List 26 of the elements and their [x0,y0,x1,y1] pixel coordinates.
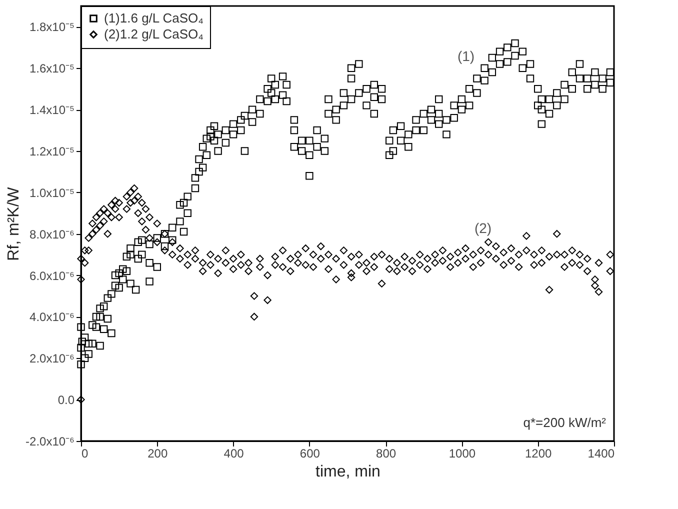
y-tick-label: 0.0 [58,393,75,408]
y-tick-label: 6.0x10⁻⁶ [30,268,75,283]
y-tick-label: 1.2x10⁻⁵ [29,144,75,158]
x-tick-label: 800 [376,446,396,460]
x-tick-label: 1200 [525,446,552,460]
y-tick-label: -2.0x10⁻⁶ [26,434,75,448]
x-tick-label: 200 [148,446,168,460]
x-tick-label: 400 [224,446,244,460]
y-tick-label: 1.4x10⁻⁵ [29,103,75,118]
annotation: (2) [474,220,492,236]
legend-label: (2)1.2 g/L CaSO₄ [104,26,204,42]
y-axis-title: Rf, m²K/W [6,186,23,261]
x-axis-title: time, min [316,464,380,480]
annotation: q*=200 kW/m² [523,415,607,430]
y-tick-label: 1.6x10⁻⁵ [29,62,75,76]
y-tick-label: 1.0x10⁻⁵ [29,186,75,200]
y-tick-label: 1.8x10⁻⁵ [29,20,75,34]
y-tick-label: 2.0x10⁻⁶ [30,352,75,366]
y-tick-label: 4.0x10⁻⁶ [30,310,75,324]
y-tick-label: 8.0x10⁻⁶ [30,227,75,242]
x-tick-label: 600 [300,446,320,460]
annotation: (1) [457,48,475,64]
x-tick-label: 1000 [448,446,476,460]
x-tick-label: 1400 [588,446,615,460]
x-tick-label: 0 [82,446,88,460]
legend-label: (1)1.6 g/L CaSO₄ [104,10,204,26]
